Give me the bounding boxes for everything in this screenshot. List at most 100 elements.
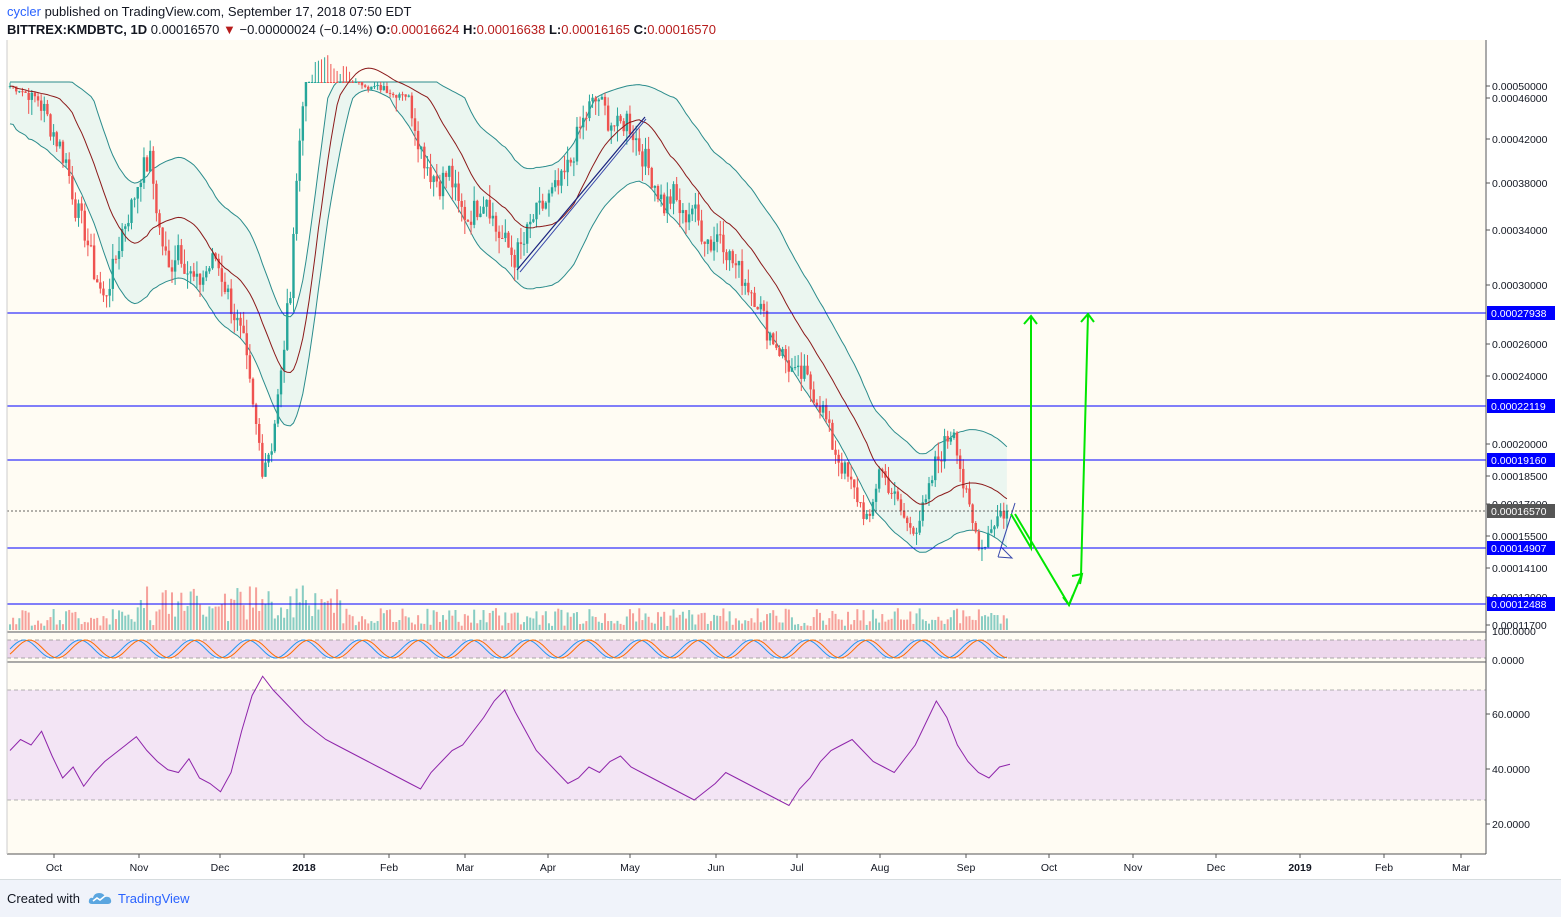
volume-bar [317, 609, 320, 630]
candle-body [669, 196, 672, 204]
volume-bar [301, 585, 304, 630]
candle-body [335, 82, 339, 83]
volume-bar [625, 616, 628, 630]
level-label-bg [1487, 306, 1555, 320]
volume-bar [298, 602, 301, 630]
volume-bar [672, 609, 675, 630]
volume-bar [965, 616, 968, 630]
volume-bar [202, 614, 205, 630]
volume-bar [685, 618, 688, 630]
volume-bar [255, 587, 258, 630]
volume-bar [850, 624, 853, 630]
volume-bar [108, 624, 111, 630]
published-text: published on TradingView.com, September … [44, 4, 412, 19]
volume-bar [778, 622, 781, 630]
volume-bar [295, 588, 298, 630]
candle-body [753, 292, 756, 307]
volume-bar [267, 591, 270, 630]
time-axis[interactable]: Oct Nov Dec 2018 Feb Mar Apr May Jun Jul Aug Sep Oct… [46, 854, 1471, 874]
volume-bar [417, 615, 420, 630]
candle-body [180, 245, 183, 264]
volume-bar [435, 611, 438, 630]
candle-body [326, 82, 329, 83]
symbol-label[interactable]: BITTREX:KMDBTC, 1D [7, 22, 148, 37]
volume-bar [809, 625, 812, 630]
candle-body [924, 499, 928, 503]
candle-body [535, 202, 538, 220]
candle-body [233, 314, 236, 321]
volume-bar [276, 615, 279, 630]
chart-area[interactable]: 0.00050000 0.00046000 0.00042000 0.00038000… [0, 40, 1561, 878]
candle-body [239, 317, 242, 326]
triangle-pattern[interactable] [997, 502, 1016, 559]
trendline-rising-2[interactable] [519, 118, 647, 273]
candle-body [258, 423, 261, 443]
candle-body [404, 94, 407, 97]
volume-bar [58, 620, 61, 630]
volume-bar [361, 616, 364, 630]
volume-bar [709, 621, 712, 630]
candle-body [684, 210, 688, 223]
candle-body [317, 82, 320, 83]
tradingview-brand-link[interactable]: TradingView [118, 891, 190, 906]
horizontal-levels [7, 312, 1486, 605]
candle-body [553, 180, 557, 188]
volume-bar [336, 589, 339, 630]
volume-bar [413, 624, 416, 630]
volume-bar [987, 616, 990, 630]
candle-body [485, 199, 488, 207]
volume-bar [223, 593, 226, 630]
time-tick-label: 2018 [292, 862, 316, 874]
candle-body [837, 454, 840, 463]
volume-bar [30, 625, 33, 630]
volume-bar [398, 620, 401, 630]
volume-bar [940, 620, 943, 630]
volume-bar [996, 615, 999, 630]
volume-bar [161, 592, 164, 630]
price-tick-label: 0.00030000 [1492, 280, 1548, 292]
volume-bar [379, 608, 382, 630]
volume-bar [934, 620, 937, 630]
volume-bar [463, 614, 466, 630]
volume-bar [756, 608, 759, 630]
volume-bar [292, 617, 295, 630]
candle-body [781, 349, 784, 356]
candle-body [675, 184, 678, 201]
trendline-rising[interactable] [516, 116, 646, 271]
volume-bar [177, 601, 180, 630]
volume-bar [314, 593, 317, 630]
candle-body [286, 303, 289, 350]
candle-body [195, 273, 199, 277]
volume-bar [769, 613, 772, 630]
volume-bar [815, 609, 818, 630]
current-price-label-bg [1487, 504, 1555, 518]
candle-body [89, 245, 93, 247]
volume-bar [498, 615, 501, 630]
volume-bar [887, 619, 890, 630]
volume-bar [407, 617, 410, 630]
author-link[interactable]: cycler [7, 4, 41, 19]
candle-body [201, 277, 205, 285]
rsi-tick-label: 20.0000 [1492, 819, 1530, 831]
volume-bar [18, 618, 21, 630]
candle-body [64, 159, 68, 163]
candle-body [183, 263, 186, 274]
volume-bar [641, 620, 644, 630]
candle-body [663, 194, 666, 214]
candle-body [448, 165, 451, 177]
candle-body [812, 389, 815, 403]
candle-body [915, 532, 918, 534]
volume-bar [121, 611, 124, 630]
candle-body [466, 220, 470, 222]
tradingview-cloud-icon[interactable] [88, 889, 112, 907]
candle-body [167, 250, 171, 268]
volume-bar [52, 609, 55, 630]
candle-body [874, 488, 878, 502]
volume-bar [217, 606, 220, 630]
candle-body [834, 449, 837, 455]
projection-arrows[interactable] [1010, 312, 1095, 608]
candle-body [363, 85, 367, 87]
volume-bar [429, 624, 432, 630]
candle-body [899, 499, 903, 511]
